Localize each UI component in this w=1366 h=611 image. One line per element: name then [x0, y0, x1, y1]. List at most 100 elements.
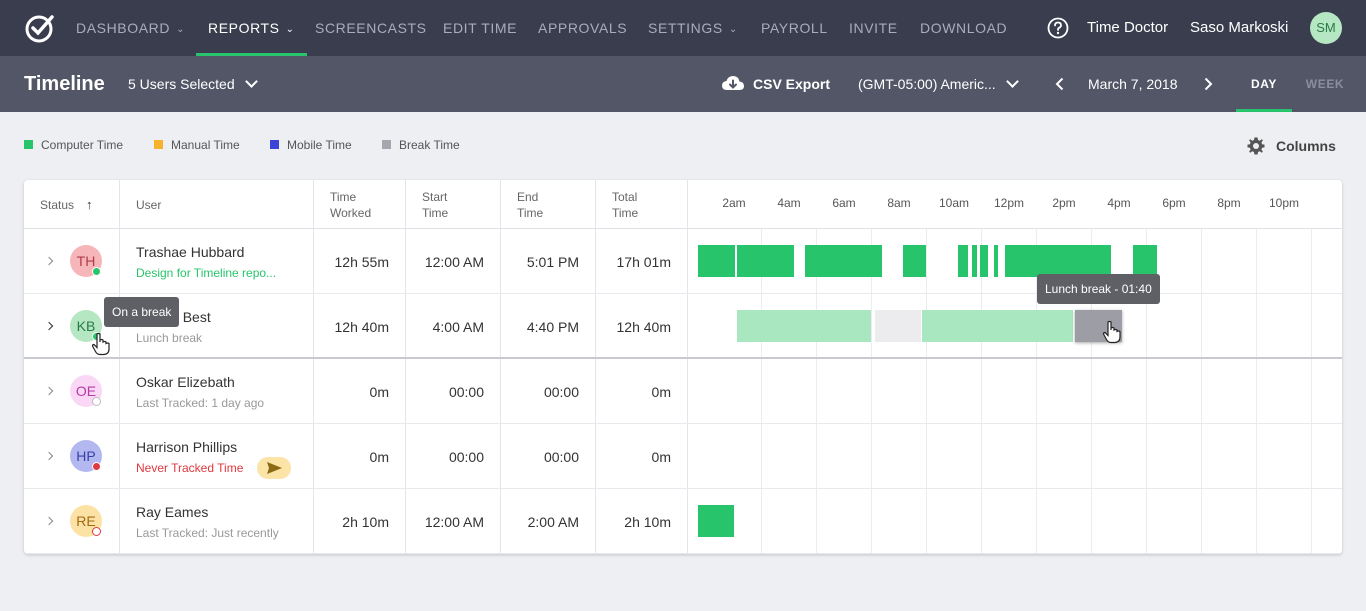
timeline-segment-computer[interactable] — [698, 505, 734, 537]
column-divider — [119, 180, 120, 554]
csv-export-button[interactable]: CSV Export — [721, 56, 830, 112]
chevron-down-icon: ⌄ — [728, 24, 738, 35]
total-time-value: 0m — [651, 449, 671, 465]
nav-item-label: INVITE — [849, 20, 898, 36]
table-header: Status ↑ User Time Worked Start Time End … — [24, 180, 1342, 229]
total-time-value: 0m — [651, 384, 671, 400]
hour-gridline — [926, 229, 927, 554]
table-row[interactable]: RE Ray Eames Last Tracked: Just recently 2h… — [24, 489, 1342, 554]
status-header[interactable]: Status ↑ — [40, 197, 93, 213]
timeline-segment-computer-light[interactable] — [736, 310, 872, 342]
end-time-header[interactable]: End Time — [517, 189, 543, 221]
nav-item-label: DASHBOARD — [76, 20, 171, 36]
send-icon — [267, 462, 282, 474]
nav-item-payroll[interactable]: PAYROLL — [761, 0, 828, 56]
columns-button[interactable]: Columns — [1246, 136, 1336, 156]
chevron-down-icon — [1005, 75, 1019, 88]
user-avatar[interactable]: SM — [1310, 12, 1342, 44]
column-divider — [595, 180, 596, 554]
chevron-down-icon — [244, 75, 258, 88]
user-name[interactable]: Saso Markoski — [1190, 19, 1289, 36]
current-date[interactable]: March 7, 2018 — [1088, 76, 1178, 92]
nav-item-label: SCREENCASTS — [315, 20, 427, 36]
timeline-segment-computer[interactable] — [698, 245, 736, 277]
column-divider — [313, 180, 314, 554]
user-name[interactable]: Ray Eames — [136, 504, 209, 520]
total-time-value: 17h 01m — [616, 254, 671, 270]
legend-swatch — [270, 140, 279, 149]
hour-gridline — [816, 229, 817, 554]
user-name[interactable]: Trashae Hubbard — [136, 244, 245, 260]
tab-week[interactable]: WEEK — [1305, 77, 1345, 91]
status-indicator — [92, 462, 101, 471]
header-line: Time — [612, 206, 639, 220]
end-time-value: 00:00 — [543, 384, 579, 400]
end-time-value: 00:00 — [543, 449, 579, 465]
legend-label: Break Time — [399, 138, 460, 152]
timeline-segment-computer[interactable] — [993, 245, 998, 277]
nav-item-label: DOWNLOAD — [920, 20, 1008, 36]
nav-item-edit-time[interactable]: EDIT TIME — [443, 0, 517, 56]
nav-item-screencasts[interactable]: SCREENCASTS — [315, 0, 427, 56]
nav-item-reports[interactable]: REPORTS ⌄ — [196, 0, 307, 56]
hour-label: 10am — [938, 196, 970, 210]
chevron-down-icon: ⌄ — [285, 24, 295, 35]
header-line: Time — [517, 206, 544, 220]
timeline-table: Status ↑ User Time Worked Start Time End … — [24, 180, 1342, 554]
timeline-segment-computer[interactable] — [1132, 245, 1158, 277]
legend-item: Mobile Time — [270, 138, 352, 154]
total-time-value: 2h 10m — [624, 514, 671, 530]
nav-item-dashboard[interactable]: DASHBOARD ⌄ — [76, 0, 185, 56]
timeline-segment-computer[interactable] — [902, 245, 927, 277]
start-time-header[interactable]: Start Time — [422, 189, 448, 221]
hour-label: 8pm — [1217, 196, 1241, 210]
expand-chevron-icon[interactable] — [44, 256, 54, 266]
timeline-segment-computer[interactable] — [979, 245, 989, 277]
time-worked-header[interactable]: Time Worked — [330, 189, 371, 221]
hour-gridline — [1036, 229, 1037, 554]
expand-chevron-icon[interactable] — [44, 516, 54, 526]
user-header[interactable]: User — [136, 198, 162, 212]
help-icon[interactable] — [1047, 17, 1069, 39]
timeline-segment-computer[interactable] — [736, 245, 795, 277]
previous-date-button[interactable] — [1051, 75, 1069, 93]
user-status-text: Design for Timeline repo... — [136, 266, 277, 280]
time-worked-value: 0m — [369, 384, 389, 400]
total-time-header[interactable]: Total Time — [612, 189, 638, 221]
timeline-segment-computer[interactable] — [805, 245, 883, 277]
table-row[interactable]: TH Trashae Hubbard Design for Timeline rep… — [24, 229, 1342, 294]
timeline-segment-computer[interactable] — [957, 245, 968, 277]
hour-label: 12pm — [993, 196, 1025, 210]
next-date-button[interactable] — [1199, 75, 1217, 93]
timezone-select[interactable]: (GMT-05:00) Americ... — [858, 56, 1019, 112]
legend-item: Manual Time — [154, 138, 240, 154]
timeline-segment-idle[interactable] — [875, 310, 921, 342]
nav-item-download[interactable]: DOWNLOAD — [920, 0, 1007, 56]
nav-item-settings[interactable]: SETTINGS ⌄ — [648, 0, 738, 56]
avatar[interactable]: KB — [70, 310, 102, 342]
users-selector[interactable]: 5 Users Selected — [128, 56, 258, 112]
nav-item-invite[interactable]: INVITE — [849, 0, 898, 56]
user-name[interactable]: Harrison Phillips — [136, 439, 238, 455]
company-name[interactable]: Time Doctor — [1087, 19, 1169, 36]
nav-item-approvals[interactable]: APPROVALS — [538, 0, 627, 56]
column-divider — [687, 180, 688, 554]
hour-gridline — [1256, 229, 1257, 554]
expand-chevron-icon[interactable] — [44, 321, 54, 331]
table-row[interactable]: HP Harrison Phillips Never Tracked Time 0m 0… — [24, 424, 1342, 489]
timeline-segment-computer[interactable] — [971, 245, 978, 277]
gear-icon — [1247, 137, 1265, 155]
logo-icon[interactable] — [24, 12, 56, 44]
nav-item-label: EDIT TIME — [443, 20, 518, 36]
expand-chevron-icon[interactable] — [44, 386, 54, 396]
header-line: Start — [422, 190, 448, 204]
on-break-tooltip: On a break — [104, 297, 180, 327]
expand-chevron-icon[interactable] — [44, 451, 54, 461]
tab-day[interactable]: DAY — [1236, 56, 1292, 112]
send-invite-button[interactable] — [257, 457, 291, 479]
table-row[interactable]: OE Oskar Elizebath Last Tracked: 1 day ago… — [24, 359, 1342, 424]
timeline-segment-computer-light[interactable] — [922, 310, 1074, 342]
user-name[interactable]: Oskar Elizebath — [136, 374, 235, 390]
timeline-segment-computer[interactable] — [1004, 245, 1111, 277]
